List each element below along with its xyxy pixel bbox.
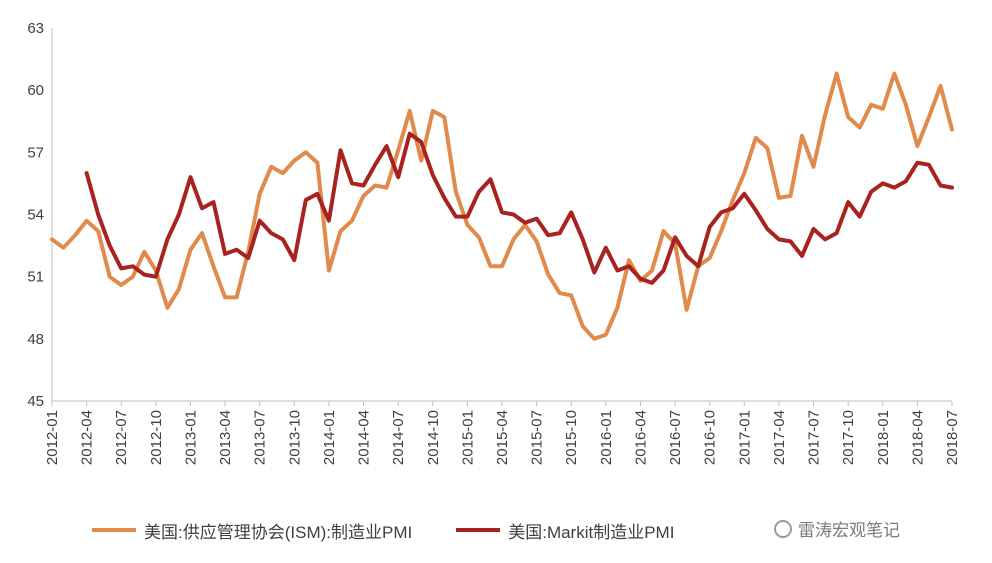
x-tick-label: 2017-07: [806, 410, 823, 465]
x-tick-label: 2018-04: [909, 410, 926, 465]
y-tick-label: 54: [27, 207, 44, 224]
x-tick-label: 2014-01: [321, 410, 338, 465]
x-tick-label: 2016-04: [632, 410, 649, 465]
y-tick-label: 63: [27, 20, 44, 37]
x-tick-label: 2018-01: [875, 410, 892, 465]
y-axis: 45 48 51 54 57 60 63: [27, 20, 53, 410]
x-tick-label: 2017-10: [840, 410, 857, 465]
x-tick-label: 2016-10: [702, 410, 719, 465]
x-tick-label: 2012-04: [79, 410, 96, 465]
y-tick-label: 57: [27, 144, 44, 161]
x-tick-label: 2016-01: [598, 410, 615, 465]
x-tick-label: 2014-04: [356, 410, 373, 465]
x-tick-label: 2015-10: [563, 410, 580, 465]
legend-label-markit: 美国:Markit制造业PMI: [508, 522, 675, 542]
legend-swatch-ism: [92, 528, 136, 532]
series-line-ism: [50, 71, 954, 341]
watermark: 雷涛宏观笔记: [774, 516, 900, 541]
x-tick-label: 2013-01: [182, 410, 199, 465]
y-tick-label: 48: [27, 331, 44, 348]
series-layer: [50, 71, 954, 341]
legend-item-markit: 美国:Markit制造业PMI: [456, 518, 674, 543]
x-tick-label: 2017-01: [736, 410, 753, 465]
x-tick-label: 2015-01: [459, 410, 476, 465]
legend-item-ism: 美国:供应管理协会(ISM):制造业PMI: [92, 518, 412, 543]
x-tick-label: 2012-10: [148, 410, 165, 465]
y-tick-label: 60: [27, 82, 44, 99]
chart-legend: 美国:供应管理协会(ISM):制造业PMI 美国:Markit制造业PMI: [92, 515, 718, 545]
x-tick-label: 2014-07: [390, 410, 407, 465]
legend-swatch-markit: [456, 528, 501, 532]
x-tick-label: 2012-07: [113, 410, 130, 465]
x-tick-label: 2012-01: [44, 410, 61, 465]
series-line-markit: [84, 131, 954, 285]
x-tick-label: 2017-04: [771, 410, 788, 465]
x-tick-label: 2016-07: [667, 410, 684, 465]
x-tick-label: 2013-07: [252, 410, 269, 465]
y-tick-label: 45: [27, 393, 44, 410]
x-axis: 2012-01 2012-04 2012-07 2012-10 2013-01 2013-…: [44, 400, 961, 465]
x-tick-label: 2015-04: [494, 410, 511, 465]
y-tick-label: 51: [27, 269, 44, 286]
x-tick-label: 2015-07: [529, 410, 546, 465]
x-tick-label: 2014-10: [425, 410, 442, 465]
x-tick-label: 2018-07: [944, 410, 961, 465]
x-tick-label: 2013-04: [217, 410, 234, 465]
wechat-icon: [774, 519, 792, 538]
x-tick-label: 2013-10: [286, 410, 303, 465]
watermark-text: 雷涛宏观笔记: [798, 521, 900, 540]
legend-label-ism: 美国:供应管理协会(ISM):制造业PMI: [144, 522, 413, 542]
